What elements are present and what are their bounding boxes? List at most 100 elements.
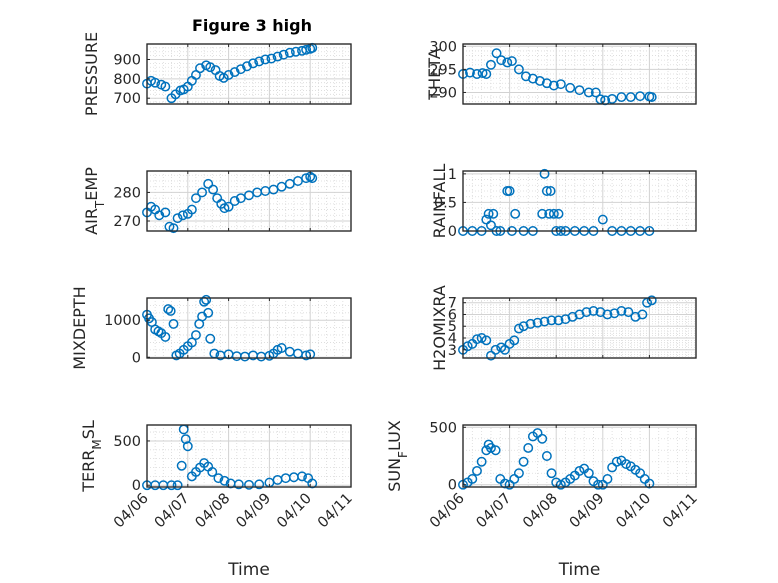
data-point	[213, 473, 224, 484]
data-point	[290, 46, 301, 57]
data-point	[472, 465, 482, 476]
data-point	[186, 337, 197, 348]
data-point	[486, 220, 496, 231]
data-point	[481, 335, 492, 346]
data-point	[472, 334, 482, 345]
axes-background	[146, 43, 352, 105]
data-point	[486, 443, 496, 453]
data-point	[646, 295, 657, 306]
data-point	[574, 309, 585, 320]
y-tick-label: 500	[429, 420, 457, 436]
y-tick-label: 700	[113, 91, 141, 107]
data-point	[163, 304, 174, 315]
y-tick-label: 280	[113, 185, 141, 201]
data-point	[476, 333, 487, 343]
data-point	[623, 307, 634, 318]
data-point	[518, 456, 529, 467]
y-axis-label: H2OMIXRA	[430, 285, 449, 371]
x-tick-label: 04/07	[474, 491, 515, 532]
y-tick-label: 0	[132, 478, 141, 494]
data-point	[203, 307, 214, 318]
axes-frame	[462, 297, 697, 359]
y-tick-label: 300	[429, 39, 457, 55]
data-point	[510, 208, 521, 219]
data-point	[266, 53, 277, 64]
data-point	[168, 318, 179, 329]
x-tick-label: 04/06	[427, 491, 468, 532]
y-axis-label: TERRMSL	[79, 420, 104, 493]
data-point	[553, 208, 564, 219]
data-point	[537, 208, 548, 219]
y-tick-label: 0	[132, 350, 141, 366]
data-point	[539, 168, 550, 179]
data-point	[565, 82, 576, 93]
data-point	[525, 318, 536, 329]
data-point	[539, 316, 550, 327]
data-point	[284, 47, 295, 58]
axes-frame	[146, 297, 352, 359]
data-point	[223, 201, 234, 212]
data-point	[637, 309, 648, 320]
data-point	[172, 480, 183, 491]
data-point	[197, 187, 208, 198]
y-tick-label: 4	[448, 331, 457, 347]
data-point	[527, 73, 538, 84]
data-point	[548, 208, 559, 219]
ylabel-subscript: M	[90, 439, 104, 449]
data-point	[546, 468, 557, 479]
ylabel-part: EMP	[82, 167, 101, 201]
data-point	[244, 479, 254, 490]
data-point	[590, 87, 601, 98]
data-point	[467, 474, 478, 484]
data-point	[182, 441, 193, 452]
ylabel-part: AIR	[82, 208, 101, 235]
x-tick-label: 04/07	[152, 491, 193, 532]
data-point	[218, 72, 229, 83]
data-point	[611, 456, 622, 467]
y-tick-label: 290	[429, 85, 457, 101]
data-point	[560, 314, 571, 325]
data-point	[499, 478, 510, 489]
data-point	[186, 204, 197, 215]
y-tick-label: 5	[448, 319, 457, 335]
y-tick-label: 7	[448, 296, 457, 312]
data-point	[491, 48, 502, 59]
y-axis-label: THETA	[425, 48, 444, 100]
y-axis-label: PRESSURE	[82, 32, 101, 116]
data-point	[278, 49, 289, 60]
x-tick-label: 04/10	[613, 491, 654, 532]
data-point	[513, 468, 524, 479]
data-point	[235, 64, 246, 75]
y-tick-label: 1000	[104, 313, 141, 329]
data-point	[166, 480, 177, 491]
data-point	[546, 315, 557, 326]
data-point	[201, 294, 212, 305]
y-axis-label: SUNFLUX	[385, 420, 410, 492]
data-point	[150, 77, 161, 88]
data-point	[506, 56, 517, 67]
data-point	[574, 85, 585, 96]
data-point	[160, 331, 171, 342]
data-point	[553, 315, 564, 326]
x-tick-label: 04/08	[520, 491, 561, 532]
data-point	[616, 305, 627, 316]
data-point	[177, 210, 188, 221]
data-point	[621, 459, 632, 469]
data-point	[532, 317, 543, 328]
x-tick-label: 04/10	[274, 491, 315, 532]
x-axis-label: Time	[558, 560, 601, 580]
x-tick-label: 04/11	[315, 491, 356, 532]
y-tick-label: 900	[113, 52, 141, 68]
y-tick-label: 270	[113, 214, 141, 230]
data-series	[458, 428, 655, 490]
data-point	[307, 478, 318, 489]
subplot-8: 0 500 04/06 04/07 04/08 04/09 04/10 04/11 Time SU…	[385, 420, 701, 580]
data-point	[203, 178, 214, 189]
data-series	[142, 424, 318, 491]
data-point	[513, 323, 524, 334]
data-point	[254, 479, 265, 490]
axes-frame	[462, 43, 697, 105]
